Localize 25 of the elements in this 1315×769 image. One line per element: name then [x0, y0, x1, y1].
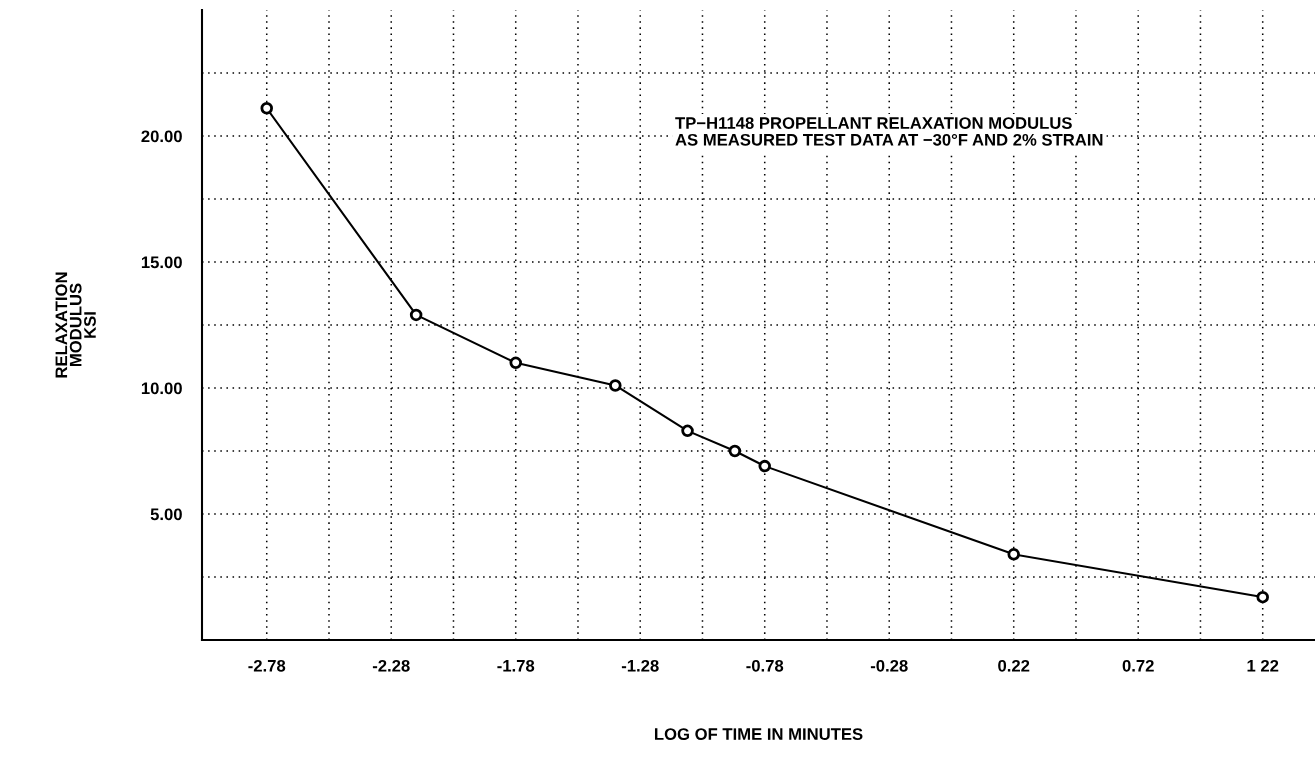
point	[681, 424, 694, 438]
y-axis-title: RELAXATION MODULUS KSI	[55, 272, 96, 378]
y-tick-label: 15.00	[141, 256, 182, 269]
point	[758, 459, 771, 473]
point	[409, 308, 423, 322]
y-tick-label: 10.00	[141, 382, 182, 395]
point	[509, 356, 522, 370]
annotation: TP−H1148 PROPELLANT RELAXATION MODULUS AS MEASURED TEST DATA AT −30°F AND 2% STRAIN	[675, 117, 1103, 146]
x-tick-label: -1.78	[497, 659, 535, 672]
x-tick-label: -2.78	[248, 659, 286, 672]
y-tick-label: 20.00	[141, 130, 182, 143]
point	[260, 102, 273, 115]
x-tick-label: -0.28	[870, 659, 908, 672]
x-tick-label: -0.78	[746, 659, 784, 672]
point	[1007, 548, 1020, 561]
point	[609, 379, 622, 392]
x-tick-label: 0.72	[1122, 659, 1154, 672]
point	[1256, 590, 1269, 604]
y-tick-label: 5.00	[150, 508, 182, 521]
x-axis-title: LOG OF TIME IN MINUTES	[654, 728, 863, 740]
x-tick-label: 1 22	[1247, 659, 1279, 672]
point	[728, 444, 742, 458]
x-tick-label: -2.28	[372, 659, 410, 672]
x-tick-label: -1.28	[621, 659, 659, 672]
x-tick-label: 0.22	[998, 659, 1030, 672]
